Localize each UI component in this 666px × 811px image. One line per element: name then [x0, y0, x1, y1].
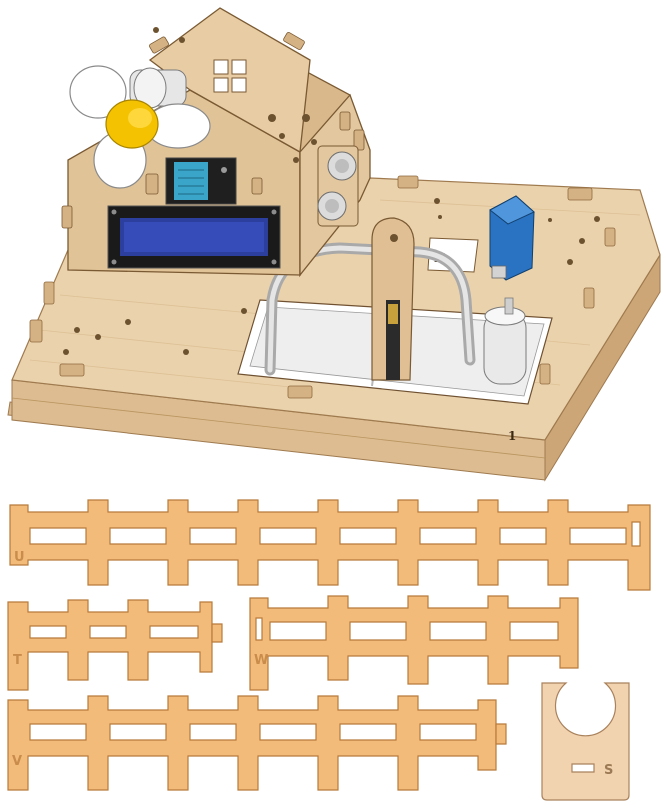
lcd-display — [107, 205, 281, 269]
part-w-label: W — [254, 653, 268, 668]
assembled-model: 1 N — [7, 7, 661, 482]
roof-tabs — [149, 32, 365, 151]
parts-sheet: U T W V S — [7, 499, 651, 801]
soil-sensor-board — [371, 217, 415, 381]
base-screw-holes — [63, 198, 600, 355]
house-window — [213, 59, 247, 93]
board-marker-label: 1 — [508, 429, 516, 443]
base-tabs — [29, 175, 616, 399]
house-screw-holes — [153, 27, 317, 163]
part-w-fence: W — [249, 595, 579, 691]
part-s-label: S — [604, 763, 613, 778]
part-v-fence: V — [7, 695, 507, 791]
fan-motor — [129, 67, 187, 109]
house-front-tabs — [61, 173, 263, 229]
part-t-label: T — [13, 653, 22, 668]
temperature-humidity-sensor — [165, 157, 237, 205]
ultrasonic-sensor — [317, 145, 359, 227]
fan-hub — [105, 99, 159, 149]
part-t-fence: T — [7, 599, 223, 691]
part-s-holder: S — [541, 682, 630, 801]
part-u-label: U — [14, 550, 25, 565]
base-panel-line — [11, 397, 546, 459]
water-pump — [483, 297, 527, 385]
servo-motor — [489, 195, 535, 281]
part-u-fence: U — [9, 499, 651, 591]
part-v-label: V — [12, 754, 22, 769]
